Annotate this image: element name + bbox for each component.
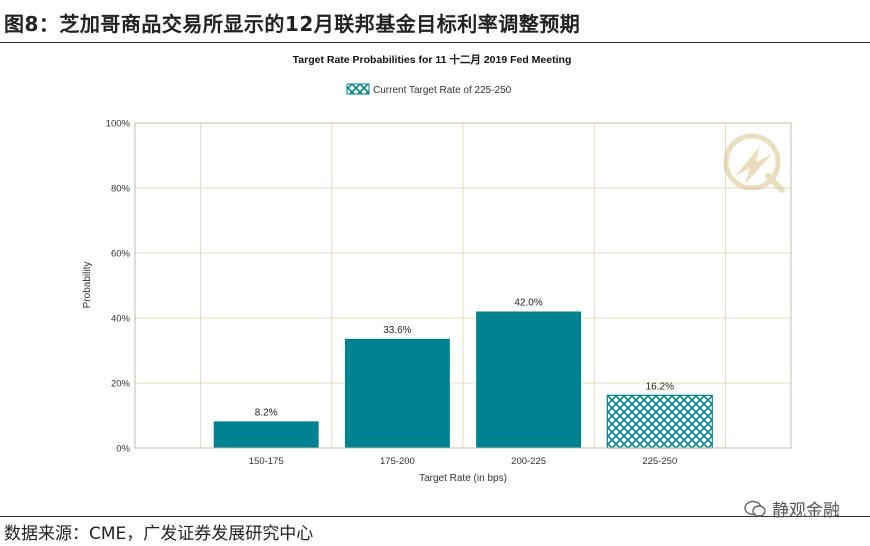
brand-logo [723, 133, 785, 193]
y-tick-label: 0% [116, 444, 130, 455]
y-axis-label: Probability [82, 262, 93, 309]
value-labels: 8.2% 33.6% 42.0% 16.2% [255, 298, 674, 419]
source-note: 数据来源：CME，广发证券发展研究中心 [4, 524, 314, 544]
y-tick-label: 20% [111, 379, 131, 390]
watermark-text: 静观金融 [772, 501, 840, 521]
source-rule [0, 516, 870, 517]
bar-175-200 [344, 338, 450, 448]
x-tick-label: 175-200 [380, 456, 415, 467]
y-tick-label: 100% [106, 119, 131, 130]
x-axis-label: Target Rate (in bps) [419, 473, 507, 484]
y-tick-label: 60% [111, 249, 131, 260]
chart-title: Target Rate Probabilities for 11 十二月 201… [293, 53, 572, 66]
x-tick-label: 200-225 [511, 456, 546, 467]
y-tick-labels: 0% 20% 40% 60% 80% 100% [106, 119, 131, 455]
wechat-icon [744, 500, 766, 517]
chart: Target Rate Probabilities for 11 十二月 201… [82, 53, 792, 484]
bars [213, 311, 713, 449]
x-tick-label: 150-175 [249, 456, 284, 467]
x-tick-labels: 150-175 175-200 200-225 225-250 [249, 456, 677, 467]
value-label: 16.2% [646, 381, 674, 392]
bar-150-175 [213, 421, 319, 448]
legend-swatch [346, 83, 370, 95]
y-tick-label: 40% [111, 314, 131, 325]
value-label: 33.6% [383, 325, 411, 336]
plot-frame [134, 122, 792, 449]
title-rule [0, 42, 870, 43]
value-label: 8.2% [255, 407, 278, 418]
bar-225-250 [606, 394, 713, 449]
legend-label: Current Target Rate of 225-250 [373, 85, 512, 96]
y-tick-label: 80% [111, 184, 131, 195]
x-tick-label: 225-250 [642, 456, 677, 467]
bar-200-225 [476, 311, 582, 448]
figure-title: 图8：芝加哥商品交易所显示的12月联邦基金目标利率调整预期 [4, 12, 581, 36]
value-label: 42.0% [514, 298, 542, 309]
watermark: 静观金融 [744, 496, 840, 521]
legend: Current Target Rate of 225-250 [346, 83, 512, 96]
